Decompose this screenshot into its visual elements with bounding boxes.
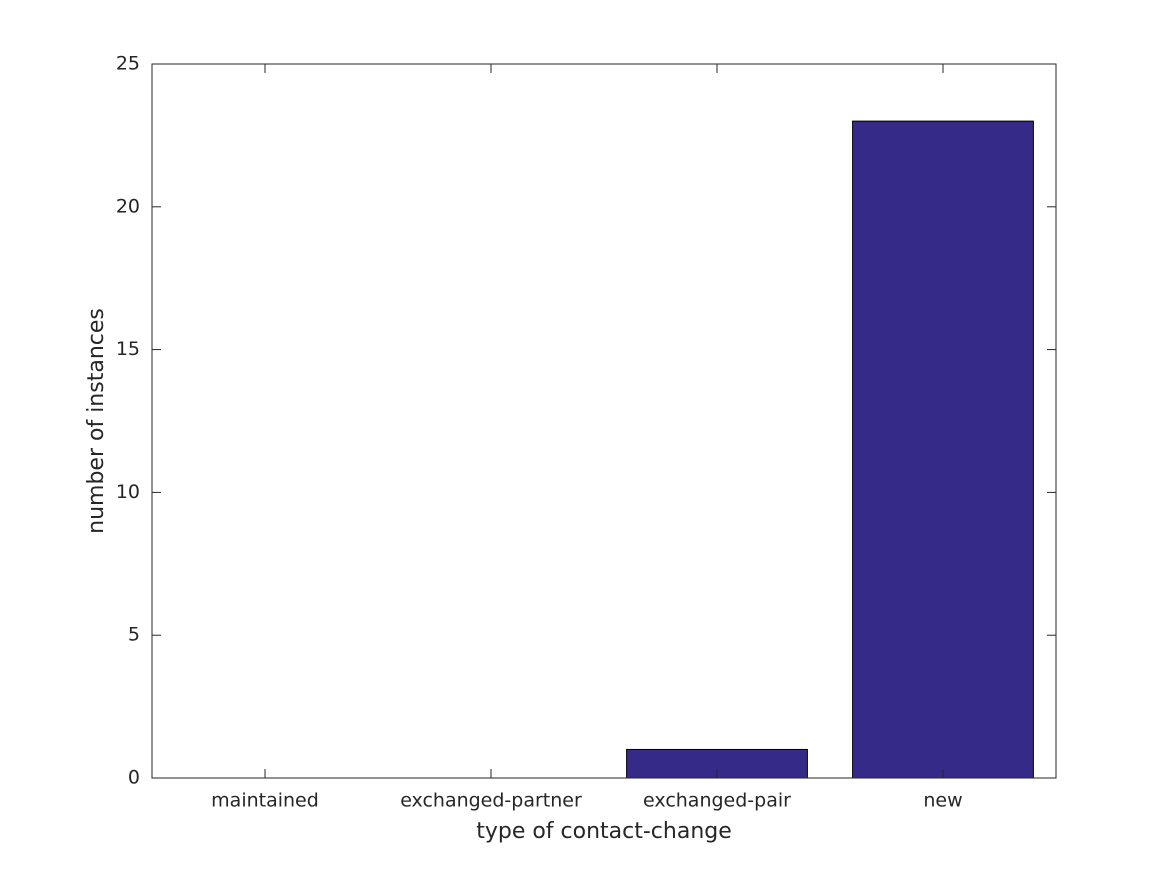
y-tick-label: 25: [116, 53, 140, 75]
y-tick-label: 0: [128, 767, 140, 789]
axes-box: [151, 63, 1057, 779]
x-tick-label: maintained: [211, 790, 319, 812]
bar: [852, 120, 1034, 779]
y-tick-label: 15: [116, 338, 140, 360]
x-axis-label: type of contact-change: [476, 819, 732, 844]
x-tick-label: new: [923, 790, 962, 812]
y-tick-label: 20: [116, 195, 140, 217]
x-tick-label: exchanged-pair: [643, 790, 791, 812]
y-axis-label: number of instances: [84, 308, 109, 534]
x-tick-label: exchanged-partner: [400, 790, 582, 812]
y-tick-label: 5: [128, 624, 140, 646]
y-tick-label: 10: [116, 481, 140, 503]
